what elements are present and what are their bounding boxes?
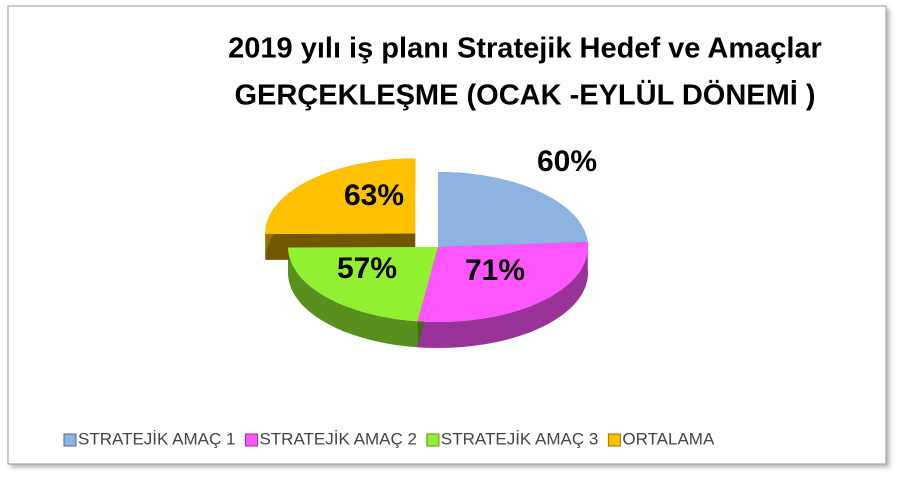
data-label: 71% (465, 254, 525, 287)
legend-swatch (63, 433, 77, 447)
legend-label: ORTALAMA (622, 429, 715, 448)
legend-label: STRATEJİK AMAÇ 3 (441, 429, 598, 448)
slice (288, 247, 438, 322)
legend-label: STRATEJİK AMAÇ 2 (259, 429, 416, 448)
data-label: 63% (344, 179, 404, 212)
data-label: 57% (337, 252, 397, 285)
slice-side (288, 247, 418, 348)
legend-swatch (426, 433, 440, 447)
slice-side (417, 241, 588, 348)
slice (417, 241, 588, 322)
slice-tops (265, 158, 588, 322)
chart-title: GERÇEKLEŞME (OCAK -EYLÜL DÖNEMİ ) (234, 79, 815, 112)
chart-title: 2019 yılı iş planı Stratejik Hedef ve Am… (228, 33, 822, 65)
legend-swatch (244, 433, 258, 447)
slice (438, 172, 588, 247)
slice (265, 158, 416, 234)
legend-label: STRATEJİK AMAÇ 1 (78, 429, 235, 448)
legend-swatch (607, 433, 621, 447)
data-label: 60% (537, 145, 597, 178)
